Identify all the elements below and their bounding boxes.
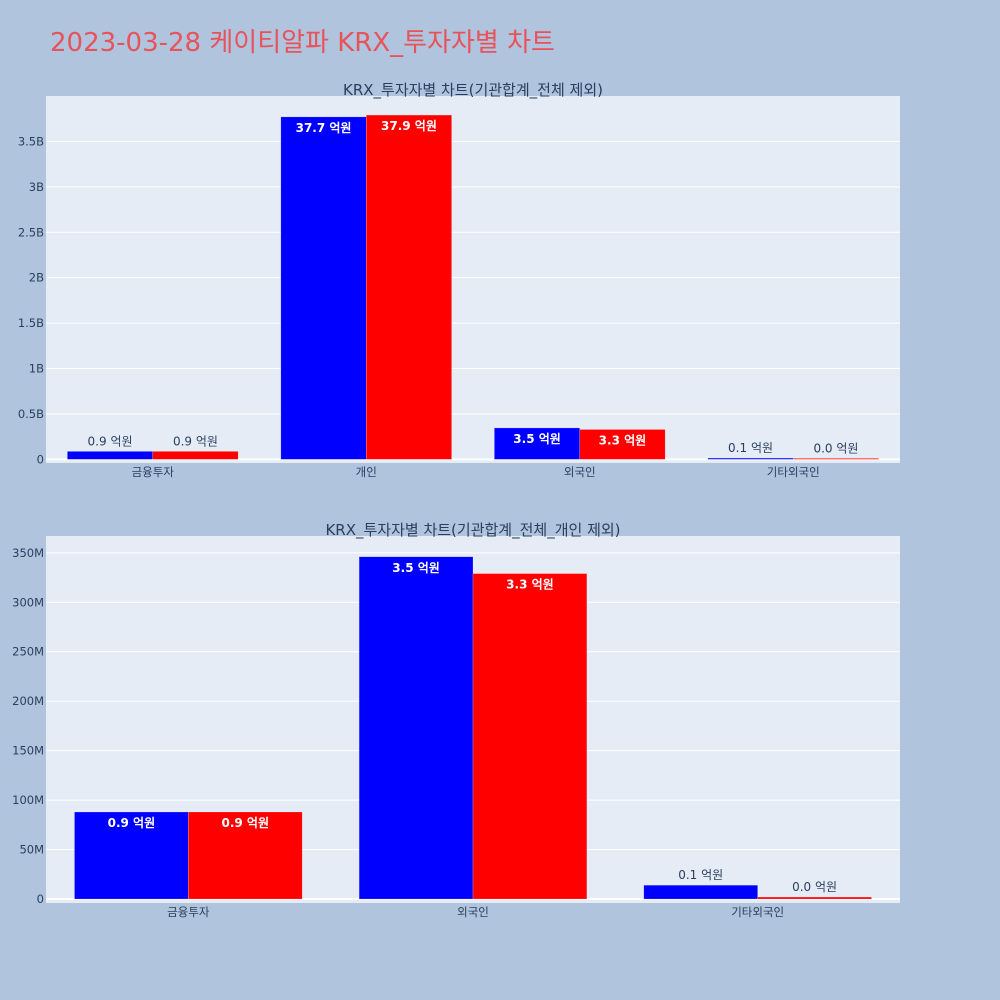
data-label: 3.3 억원 — [506, 578, 554, 592]
bar — [74, 811, 189, 900]
bar — [707, 457, 794, 460]
data-label: 37.9 억원 — [381, 119, 437, 133]
data-label: 37.7 억원 — [296, 121, 352, 135]
bar — [494, 427, 581, 460]
data-label: 0.9 억원 — [88, 434, 133, 448]
y-tick-label: 1B — [29, 362, 44, 376]
bar — [757, 896, 872, 900]
y-tick-label: 300M — [12, 595, 44, 609]
data-label: 3.5 억원 — [513, 432, 561, 446]
y-tick-label: 0.5B — [18, 407, 44, 421]
bar — [579, 429, 666, 460]
data-label: 0.1 억원 — [728, 441, 773, 455]
data-label: 0.9 억원 — [173, 434, 218, 448]
y-tick-label: 150M — [12, 744, 44, 758]
x-tick-label: 외국인 — [564, 465, 596, 479]
y-tick-label: 50M — [19, 843, 44, 857]
page-title: 2023-03-28 케이티알파 KRX_투자자별 차트 — [50, 28, 555, 58]
data-label: 0.9 억원 — [222, 816, 270, 830]
y-tick-label: 3.5B — [18, 134, 44, 148]
y-tick-label: 3B — [29, 180, 44, 194]
y-tick-label: 0 — [37, 892, 44, 906]
y-tick-label: 1.5B — [18, 316, 44, 330]
plot-area — [46, 96, 900, 463]
bar — [67, 451, 153, 460]
chart-title: KRX_투자자별 차트(기관합계_전체 제외) — [343, 81, 603, 100]
data-label: 0.1 억원 — [678, 868, 723, 882]
y-tick-label: 2B — [29, 271, 44, 285]
x-tick-label: 금융투자 — [132, 465, 175, 479]
x-tick-label: 외국인 — [457, 905, 489, 919]
y-tick-label: 2.5B — [18, 225, 44, 239]
bar — [472, 573, 588, 900]
bar — [793, 458, 879, 460]
bar — [280, 116, 367, 460]
data-label: 3.3 억원 — [599, 433, 647, 447]
x-tick-label: 기타외국인 — [731, 905, 784, 919]
chart-1: KRX_투자자별 차트(기관합계_전체 제외) 0 0.5B 1B 1.5B 2B 2.5B… — [18, 81, 900, 479]
bar — [358, 556, 474, 900]
data-label: 0.0 억원 — [813, 441, 858, 455]
bar — [366, 114, 452, 460]
x-tick-label: 개인 — [356, 465, 377, 479]
y-tick-label: 350M — [12, 546, 44, 560]
x-tick-label: 기타외국인 — [767, 465, 820, 479]
data-label: 0.9 억원 — [108, 816, 156, 830]
bar — [643, 884, 758, 900]
y-tick-label: 250M — [12, 645, 44, 659]
bar — [152, 451, 239, 460]
data-label: 3.5 억원 — [392, 561, 440, 575]
bar — [188, 811, 303, 900]
y-tick-label: 200M — [12, 694, 44, 708]
chart-2: KRX_투자자별 차트(기관합계_전체_개인 제외) 0 50M 100M 150M 20… — [12, 521, 900, 919]
data-label: 0.0 억원 — [792, 880, 837, 894]
x-tick-label: 금융투자 — [167, 905, 210, 919]
chart-title: KRX_투자자별 차트(기관합계_전체_개인 제외) — [325, 521, 620, 540]
y-tick-label: 0 — [37, 452, 44, 466]
y-tick-label: 100M — [12, 793, 44, 807]
